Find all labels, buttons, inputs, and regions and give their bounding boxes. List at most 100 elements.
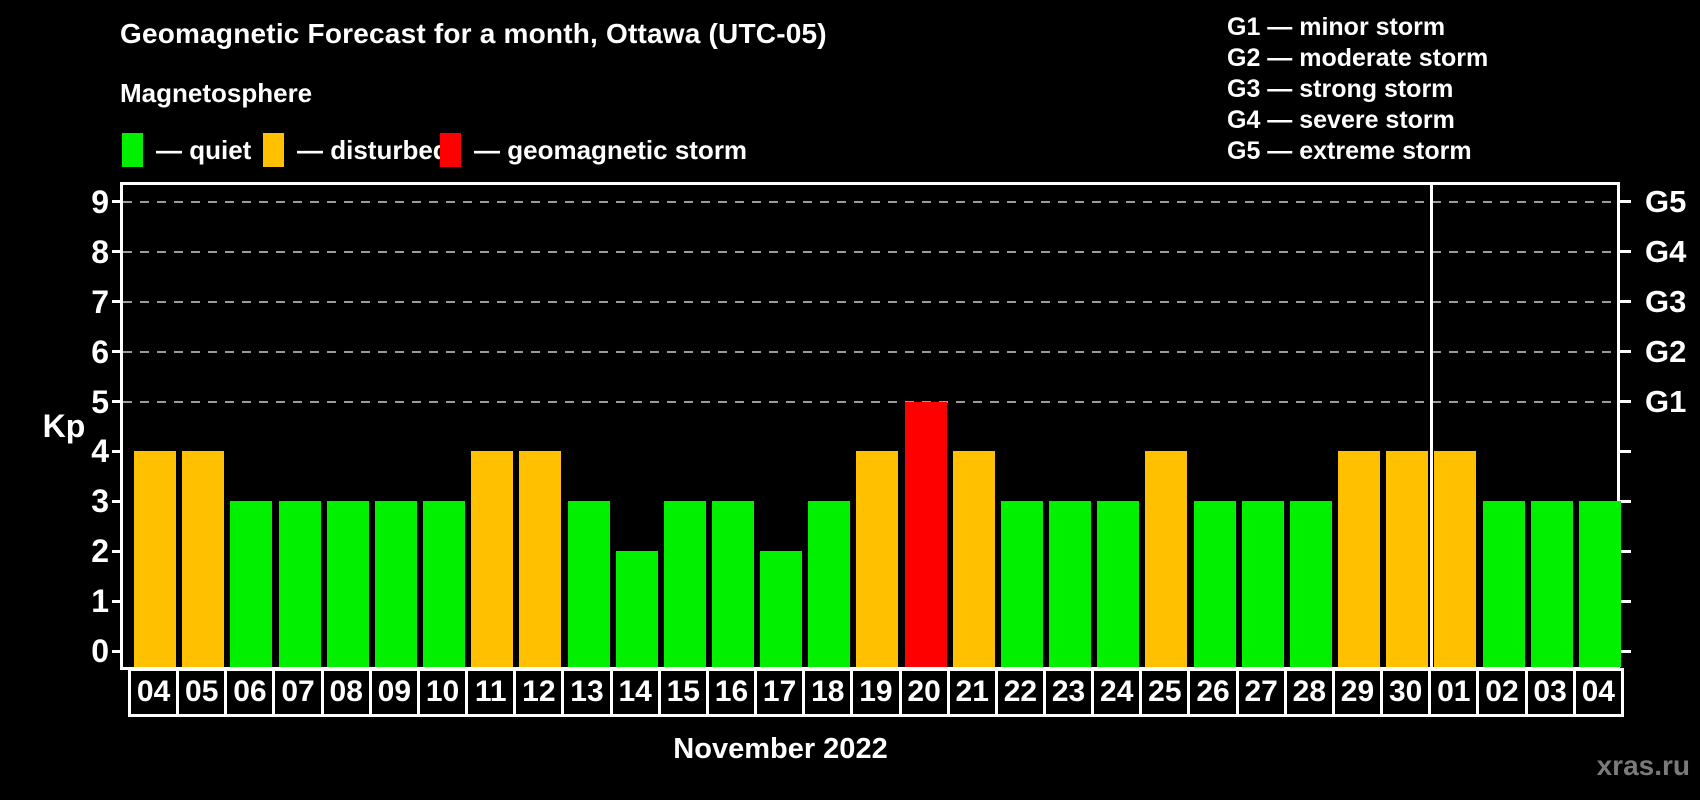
right-axis-tick-8: [1620, 250, 1631, 254]
legend-swatch-disturbed: [263, 133, 284, 167]
kp-bar-day-05: [182, 451, 225, 667]
month-boundary-line: [1429, 185, 1433, 667]
day-label-nov-25: 25: [1139, 668, 1191, 717]
kp-bar-day-06: [230, 501, 273, 667]
right-axis-tick-0: [1620, 649, 1631, 653]
kp-bar-day-28: [1289, 501, 1332, 667]
y-axis-tick-label-3: 3: [91, 483, 109, 520]
right-axis-tick-7: [1620, 300, 1631, 304]
kp-bar-day-02: [1482, 501, 1525, 667]
day-label-nov-10: 10: [416, 668, 469, 717]
kp-bar-day-26: [1193, 501, 1236, 667]
kp-bar-day-08: [326, 501, 369, 667]
right-axis-tick-6: [1620, 350, 1631, 354]
legend-item-quiet: — quiet: [122, 131, 251, 169]
legend-label-storm: — geomagnetic storm: [474, 134, 748, 165]
left-axis-tick-0: [112, 649, 123, 653]
day-label-nov-16: 16: [705, 668, 758, 717]
kp-bar-day-23: [1049, 501, 1092, 667]
kp-bar-day-19: [856, 451, 899, 667]
legend-swatch-quiet: [122, 133, 143, 167]
magnetosphere-label: Magnetosphere: [120, 78, 313, 108]
day-label-nov-12: 12: [513, 668, 565, 717]
day-label-nov-05: 05: [176, 668, 228, 717]
left-axis-tick-5: [112, 400, 123, 403]
storm-scale-line-g5: G5 — extreme storm: [1227, 137, 1472, 165]
watermark: xras.ru: [1596, 750, 1690, 781]
g-scale-label-g4: G4: [1645, 233, 1687, 269]
day-label-dec-04: 04: [1572, 668, 1624, 717]
gridline-kp-9: [123, 200, 1617, 203]
day-label-nov-13: 13: [561, 668, 613, 717]
x-axis-day-labels: 04 05 06 07 08 09 10 11 12 13 14 15 16 17 18 19 20 21 22 23…: [128, 668, 1624, 717]
gridline-kp-8: [123, 250, 1617, 253]
kp-bar-day-30: [1386, 451, 1429, 667]
storm-scale-line-g3: G3 — strong storm: [1227, 75, 1454, 103]
month-label: November 2022: [673, 733, 888, 765]
y-axis-tick-label-7: 7: [91, 283, 109, 320]
day-label-dec-02: 02: [1476, 668, 1528, 717]
left-axis-tick-6: [112, 350, 123, 354]
kp-bar-day-01: [1434, 451, 1477, 667]
kp-bar-day-09: [374, 501, 417, 667]
left-axis-tick-1: [112, 599, 123, 603]
left-axis-tick-4: [112, 449, 123, 453]
activity-legend: — quiet — disturbed — geomagnetic storm: [0, 131, 1100, 169]
kp-bar-day-04: [134, 451, 177, 667]
gridline-kp-7: [123, 300, 1617, 303]
day-label-nov-23: 23: [1042, 668, 1095, 717]
kp-bar-day-18: [808, 501, 851, 667]
kp-bar-day-14: [615, 551, 658, 667]
y-axis-tick-label-0: 0: [91, 633, 109, 669]
kp-bar-day-10: [423, 501, 466, 667]
left-axis-tick-7: [112, 300, 123, 304]
kp-bar-day-03: [1530, 501, 1573, 667]
right-axis-tick-2: [1620, 549, 1631, 553]
y-axis-tick-label-8: 8: [91, 233, 109, 270]
y-axis-tick-label-1: 1: [91, 583, 109, 620]
storm-scale-legend: G1 — minor storm G2 — moderate storm G3 — …: [1227, 12, 1488, 167]
day-label-nov-11: 11: [465, 668, 517, 717]
y-axis-tick-label-9: 9: [91, 183, 109, 220]
y-axis-tick-label-6: 6: [91, 333, 109, 370]
day-label-nov-26: 26: [1187, 668, 1239, 717]
day-label-dec-03: 03: [1524, 668, 1576, 717]
g-scale-label-g5: G5: [1645, 183, 1687, 219]
day-label-nov-14: 14: [609, 668, 661, 717]
chart-title: Geomagnetic Forecast for a month, Ottawa…: [120, 18, 827, 49]
legend-label-quiet: — quiet: [156, 134, 252, 165]
day-label-nov-22: 22: [994, 668, 1046, 717]
right-axis-tick-9: [1620, 200, 1631, 204]
day-label-nov-28: 28: [1283, 668, 1335, 717]
legend-item-disturbed: — disturbed: [263, 131, 449, 169]
gridline-kp-6: [123, 350, 1617, 353]
gridline-kp-5: [123, 400, 1617, 403]
day-label-nov-27: 27: [1235, 668, 1287, 717]
plot-area: 0 1 2 3 4 5 6 7 8 9 G1 G2 G3 G4 G5: [91, 182, 1686, 670]
kp-bar-day-25: [1145, 451, 1188, 667]
kp-bar-day-17: [760, 551, 803, 667]
kp-bar-day-22: [1000, 501, 1043, 667]
kp-bar-day-12: [519, 451, 562, 667]
storm-scale-line-g1: G1 — minor storm: [1227, 13, 1446, 41]
right-axis-tick-5: [1620, 400, 1631, 403]
day-label-nov-20: 20: [898, 668, 950, 717]
day-label-nov-19: 19: [850, 668, 902, 717]
day-label-dec-01: 01: [1428, 668, 1480, 717]
legend-item-storm: — geomagnetic storm: [440, 131, 747, 169]
day-label-nov-15: 15: [657, 668, 709, 717]
storm-scale-line-g4: G4 — severe storm: [1227, 106, 1455, 134]
legend-label-disturbed: — disturbed: [297, 134, 449, 165]
g-scale-label-g1: G1: [1645, 383, 1687, 419]
y-axis-label: Kp: [42, 408, 86, 444]
kp-bar-day-13: [567, 501, 610, 667]
day-label-nov-04: 04: [128, 668, 180, 717]
day-label-nov-08: 08: [320, 668, 372, 717]
kp-bar-day-29: [1338, 451, 1381, 667]
day-label-nov-09: 09: [368, 668, 420, 717]
g-scale-label-g2: G2: [1645, 333, 1687, 369]
day-label-nov-17: 17: [754, 668, 806, 717]
kp-bar-day-16: [712, 501, 754, 667]
left-axis-tick-3: [112, 499, 123, 503]
kp-bar-day-24: [1097, 501, 1140, 667]
